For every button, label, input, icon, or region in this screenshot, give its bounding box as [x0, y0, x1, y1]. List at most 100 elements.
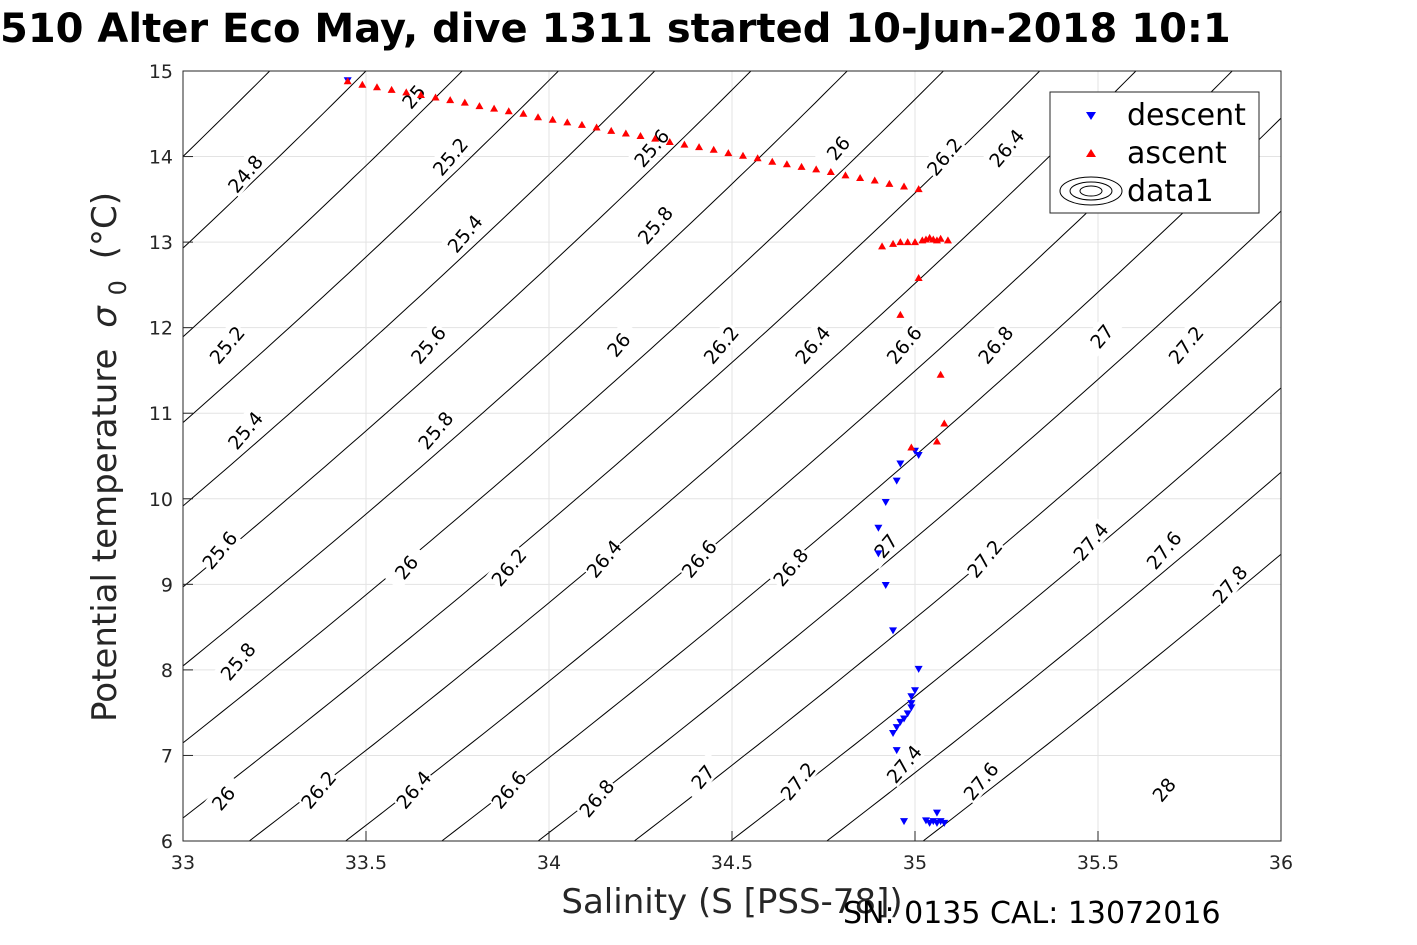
descent-marker [907, 700, 916, 708]
contour-label-bg [675, 534, 721, 582]
isopycnal-line [248, 71, 1137, 841]
descent-marker [874, 524, 883, 532]
contour-label-bg [412, 405, 458, 454]
ascent-marker [936, 234, 945, 242]
contour-label-bg [426, 131, 472, 180]
y-axis-label-main: Potential temperature [85, 349, 125, 722]
contour-label-bg [203, 320, 249, 369]
density-contours [183, 71, 1281, 841]
isopycnal-line [729, 387, 1281, 841]
isopycnal-line [825, 471, 1281, 841]
ascent-marker [519, 109, 528, 117]
legend-descent-marker [1086, 112, 1096, 120]
contour-label-bg [221, 149, 268, 197]
contour-label-bg [1206, 559, 1252, 608]
y-axis-label-unit: (°C) [85, 192, 125, 259]
ascent-marker [936, 370, 945, 378]
ascent-marker [548, 115, 557, 123]
descent-marker [932, 809, 941, 817]
contour-label-bg [441, 208, 487, 257]
contour-label-bg [295, 765, 341, 813]
contour-label-bg [196, 525, 242, 574]
ascent-marker [885, 179, 894, 187]
ascent-marker [753, 154, 762, 162]
descent-marker [889, 627, 898, 635]
contour-label-bg [880, 739, 926, 788]
legend-descent-label: descent [1127, 98, 1246, 133]
contour-label-bg [221, 405, 268, 454]
descent-marker [914, 665, 923, 673]
ascent-marker [896, 310, 905, 318]
ascent-marker [372, 83, 381, 91]
descent-marker [940, 819, 949, 827]
ascent-marker [651, 134, 660, 142]
y-tick-label: 8 [161, 660, 173, 682]
descent-marker [881, 499, 890, 507]
isopycnal-line [183, 71, 656, 507]
x-tick-label: 35.5 [1077, 852, 1119, 874]
descent-marker [889, 730, 898, 738]
y-axis-label-subscript: 0 [104, 280, 132, 295]
y-tick-label: 9 [161, 574, 173, 596]
x-tick-label: 33.5 [345, 852, 387, 874]
descent-marker [907, 704, 916, 712]
contour-label-bg [774, 756, 820, 805]
descent-marker [881, 582, 890, 590]
isopycnal-line [183, 71, 560, 424]
ascent-marker [607, 126, 616, 134]
contour-label-bg [814, 123, 860, 172]
ascent-marker [358, 80, 367, 88]
y-tick-label: 12 [149, 318, 173, 340]
chart-title: 510 Alter Eco May, dive 1311 started 10-… [0, 6, 1231, 52]
contour-label-bg [880, 320, 926, 369]
ascent-marker [896, 238, 905, 246]
contour-label-bg [767, 542, 813, 591]
y-tick-label: 14 [149, 147, 173, 169]
contour-label-bg [920, 131, 967, 180]
ascent-marker [826, 167, 835, 175]
descent-marker [896, 718, 905, 726]
legend-ascent-marker [1086, 149, 1096, 157]
ascent-marker [490, 104, 499, 112]
contour-label-bg [697, 320, 743, 369]
descent-marker [907, 693, 916, 701]
legend: descent ascent data1 [1049, 91, 1260, 214]
isopycnal-line [183, 71, 367, 249]
contour-label-bg [382, 542, 429, 591]
y-axis-label: Potential temperature σ 0 (°C) [85, 192, 132, 722]
ascent-marker [914, 274, 923, 282]
ascent-marker [460, 98, 469, 106]
ascent-marker [387, 85, 396, 93]
contour-label-bg [214, 636, 260, 685]
ascent-marker [446, 96, 455, 104]
isopycnal-line [183, 71, 848, 667]
ascent-marker [695, 143, 704, 151]
ascent-marker [907, 443, 916, 451]
x-tick-label: 33 [171, 852, 195, 874]
contour-label-bg [595, 320, 641, 369]
contour-label-bg [390, 765, 436, 813]
ascent-marker [621, 129, 630, 137]
instrument-footer: SN: 0135 CAL: 13072016 [843, 896, 1221, 931]
contour-label-bg [972, 320, 1018, 369]
ascent-marker [504, 107, 513, 115]
ascent-marker [878, 242, 887, 250]
legend-ascent-label: ascent [1127, 136, 1227, 171]
descent-marker [914, 452, 923, 459]
contour-label-bg [580, 534, 626, 582]
contour-label-bg [573, 773, 619, 822]
contour-label-bg [1140, 525, 1186, 574]
ascent-marker [402, 88, 411, 96]
descent-marker [921, 817, 930, 825]
contour-label-bg [390, 72, 436, 120]
x-tick-label: 35 [903, 852, 927, 874]
ascent-marker [940, 419, 949, 427]
y-tick-label: 10 [149, 489, 173, 511]
contour-label-bg [957, 756, 1003, 805]
y-tick-label: 7 [161, 745, 173, 767]
contour-label-bg [961, 534, 1007, 582]
ascent-marker [870, 176, 879, 184]
ascent-marker [903, 238, 912, 246]
ascent-marker [592, 123, 601, 131]
